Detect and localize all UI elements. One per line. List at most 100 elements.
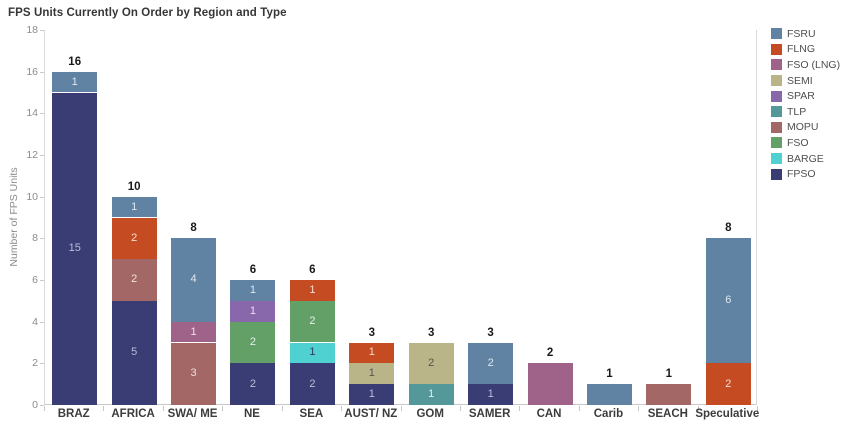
bar-segment-aust-nz-semi[interactable]: 1 xyxy=(349,363,395,385)
y-tick-mark xyxy=(40,30,44,31)
bar-segment-seach-mopu[interactable] xyxy=(646,384,692,405)
bar-segment-gom-tlp[interactable]: 1 xyxy=(408,384,454,405)
segment-value-label: 2 xyxy=(309,377,316,390)
legend-item-fsru[interactable]: FSRU xyxy=(771,26,840,42)
bar-segment-swa-me-fsru[interactable]: 4 xyxy=(171,238,217,322)
bar-segment-sea-fpso[interactable]: 2 xyxy=(289,363,335,405)
legend-item-mopu[interactable]: MOPU xyxy=(771,120,840,136)
bar-segment-braz-fpso[interactable]: 15 xyxy=(52,92,98,405)
legend-label: MOPU xyxy=(787,121,819,134)
x-axis-label-can: CAN xyxy=(536,408,562,420)
bar-segment-carib-fsru[interactable] xyxy=(586,384,632,405)
bar-segment-swa-me-mopu[interactable]: 3 xyxy=(171,342,217,405)
bar-segment-aust-nz-flng[interactable]: 1 xyxy=(349,342,395,364)
bar-segment-speculative-fsru[interactable]: 6 xyxy=(705,238,751,364)
y-tick-label: 4 xyxy=(32,315,38,328)
segment-value-label: 4 xyxy=(190,273,197,286)
legend-swatch-icon xyxy=(771,153,782,165)
segment-value-label: 2 xyxy=(249,377,257,390)
bar-total-label: 3 xyxy=(428,326,435,339)
segment-value-label: 1 xyxy=(309,346,316,359)
segment-value-label: 1 xyxy=(487,388,494,401)
segment-value-label: 1 xyxy=(249,283,257,296)
bar-segment-can-fso-lng[interactable] xyxy=(527,363,573,405)
legend-swatch-icon xyxy=(771,43,782,55)
bar-segment-africa-fsru[interactable]: 1 xyxy=(111,196,157,218)
x-tick-mark xyxy=(401,406,402,411)
bar-segment-africa-flng[interactable]: 2 xyxy=(111,217,157,260)
legend-item-tlp[interactable]: TLP xyxy=(771,104,840,120)
x-tick-mark xyxy=(282,406,283,411)
bar-segment-sea-fso[interactable]: 2 xyxy=(289,300,335,343)
segment-value-label: 2 xyxy=(131,273,138,286)
legend-label: FPSO xyxy=(787,168,816,181)
segment-value-label: 1 xyxy=(71,75,78,88)
legend-swatch-icon xyxy=(771,106,782,118)
bar-segment-africa-fpso[interactable]: 5 xyxy=(111,300,157,405)
legend: FSRU FLNG FSO (LNG) SEMI SPAR TLP MOPU FSO BARGE… xyxy=(771,26,840,182)
legend-item-spar[interactable]: SPAR xyxy=(771,88,840,104)
y-tick-label: 10 xyxy=(26,190,38,203)
x-tick-mark xyxy=(103,406,104,411)
segment-value-label: 1 xyxy=(309,283,316,296)
legend-item-fso-lng[interactable]: FSO (LNG) xyxy=(771,57,840,73)
x-tick-mark xyxy=(222,406,223,411)
y-tick-label: 8 xyxy=(32,232,38,245)
bar-total-label: 1 xyxy=(606,368,613,381)
legend-item-fso[interactable]: FSO xyxy=(771,135,840,151)
x-axis-label-speculative: Speculative xyxy=(695,408,760,420)
bar-segment-ne-spar[interactable]: 1 xyxy=(230,300,276,322)
bar-segment-swa-me-fso-lng[interactable]: 1 xyxy=(171,321,217,343)
x-axis-label-africa: AFRICA xyxy=(111,408,155,420)
x-tick-mark xyxy=(460,406,461,411)
bar-total-label: 3 xyxy=(487,326,494,339)
y-tick-mark xyxy=(40,113,44,115)
y-tick-mark xyxy=(40,321,44,323)
bar-segment-speculative-flng[interactable]: 2 xyxy=(705,363,751,405)
bar-segment-ne-fsru[interactable]: 1 xyxy=(230,280,276,301)
x-axis-label-samer: SAMER xyxy=(468,408,511,420)
bar-segment-sea-flng[interactable]: 1 xyxy=(289,280,335,301)
bar-total-label: 1 xyxy=(665,368,673,381)
legend-swatch-icon xyxy=(771,90,782,102)
y-tick-label: 0 xyxy=(32,399,38,411)
segment-value-label: 1 xyxy=(428,388,435,401)
bar-segment-ne-fso[interactable]: 2 xyxy=(230,321,276,364)
bar-segment-braz-fsru[interactable]: 1 xyxy=(52,71,98,93)
legend-label: FSO (LNG) xyxy=(787,58,841,71)
x-tick-mark xyxy=(698,406,699,411)
bar-segment-gom-semi[interactable]: 2 xyxy=(408,342,454,385)
legend-item-barge[interactable]: BARGE xyxy=(771,151,840,167)
y-tick-label: 18 xyxy=(26,24,38,36)
y-tick-mark xyxy=(40,363,44,365)
legend-swatch-icon xyxy=(771,137,782,149)
y-tick-mark xyxy=(40,280,44,281)
bar-segment-samer-fpso[interactable]: 1 xyxy=(468,384,514,405)
y-tick-mark xyxy=(40,155,44,156)
legend-swatch-icon xyxy=(771,75,782,87)
legend-item-fpso[interactable]: FPSO xyxy=(771,166,840,182)
x-axis-label-braz: BRAZ xyxy=(57,408,90,420)
x-axis-label-ne: NE xyxy=(243,408,260,420)
segment-value-label: 15 xyxy=(68,242,81,255)
segment-value-label: 1 xyxy=(190,325,197,338)
bar-total-label: 8 xyxy=(190,222,197,235)
x-axis-label-aust-nz: AUST/ NZ xyxy=(344,408,398,420)
legend-item-flng[interactable]: FLNG xyxy=(771,42,840,58)
y-tick-mark xyxy=(40,71,44,73)
bar-segment-sea-barge[interactable]: 1 xyxy=(289,342,335,364)
legend-label: FSRU xyxy=(787,27,816,40)
bar-segment-samer-fsru[interactable]: 2 xyxy=(468,342,514,385)
x-tick-mark xyxy=(341,406,342,411)
segment-value-label: 2 xyxy=(428,356,435,369)
legend-item-semi[interactable]: SEMI xyxy=(771,73,840,89)
y-tick-label: 2 xyxy=(32,357,38,370)
legend-swatch-icon xyxy=(771,28,782,40)
bar-segment-aust-nz-fpso[interactable]: 1 xyxy=(349,384,395,405)
bar-segment-africa-mopu[interactable]: 2 xyxy=(111,259,157,301)
legend-label: TLP xyxy=(787,105,807,118)
y-axis-title: Number of FPS Units xyxy=(8,167,20,267)
bar-segment-ne-fpso[interactable]: 2 xyxy=(230,363,276,405)
y-tick-label: 6 xyxy=(32,274,38,286)
